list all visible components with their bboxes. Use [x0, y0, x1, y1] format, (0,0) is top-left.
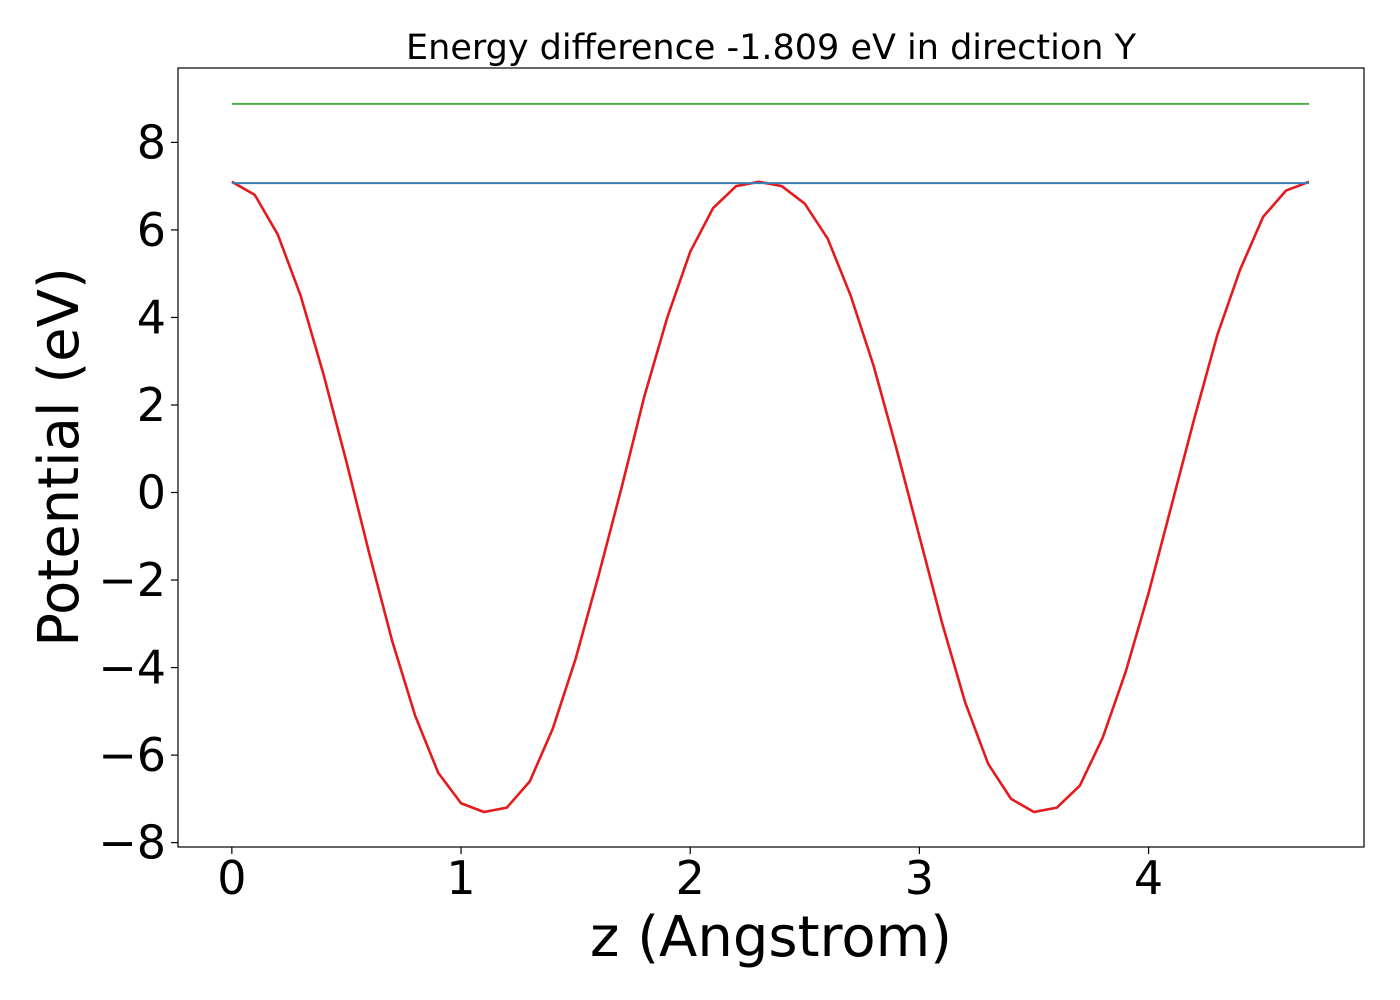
y-tick-label: 2 [137, 378, 166, 432]
x-tick-label: 3 [905, 851, 934, 905]
x-tick-label: 0 [217, 851, 246, 905]
x-tick-label: 1 [446, 851, 475, 905]
y-tick-label: 4 [137, 290, 166, 344]
series-layer [231, 102, 1310, 814]
x-axis-label: z (Angstrom) [590, 905, 952, 970]
y-axis: −8 −6 −4 −2 0 2 4 6 8 [98, 115, 178, 870]
y-tick-label: 0 [137, 466, 166, 520]
y-tick-label: −4 [98, 641, 166, 695]
x-tick-label: 2 [676, 851, 705, 905]
y-tick-label: −2 [98, 553, 166, 607]
y-tick-label: −8 [98, 816, 166, 870]
x-tick-label: 4 [1134, 851, 1163, 905]
y-tick-label: 6 [137, 203, 166, 257]
plot-frame [177, 67, 1365, 848]
y-axis-label: Potential (eV) [27, 267, 92, 647]
chart-title: Energy difference -1.809 eV in direction… [406, 28, 1137, 68]
y-tick-label: −6 [98, 728, 166, 782]
y-tick-label: 8 [137, 115, 166, 169]
plot-background [178, 68, 1364, 847]
x-axis: 0 1 2 3 4 [217, 847, 1163, 905]
